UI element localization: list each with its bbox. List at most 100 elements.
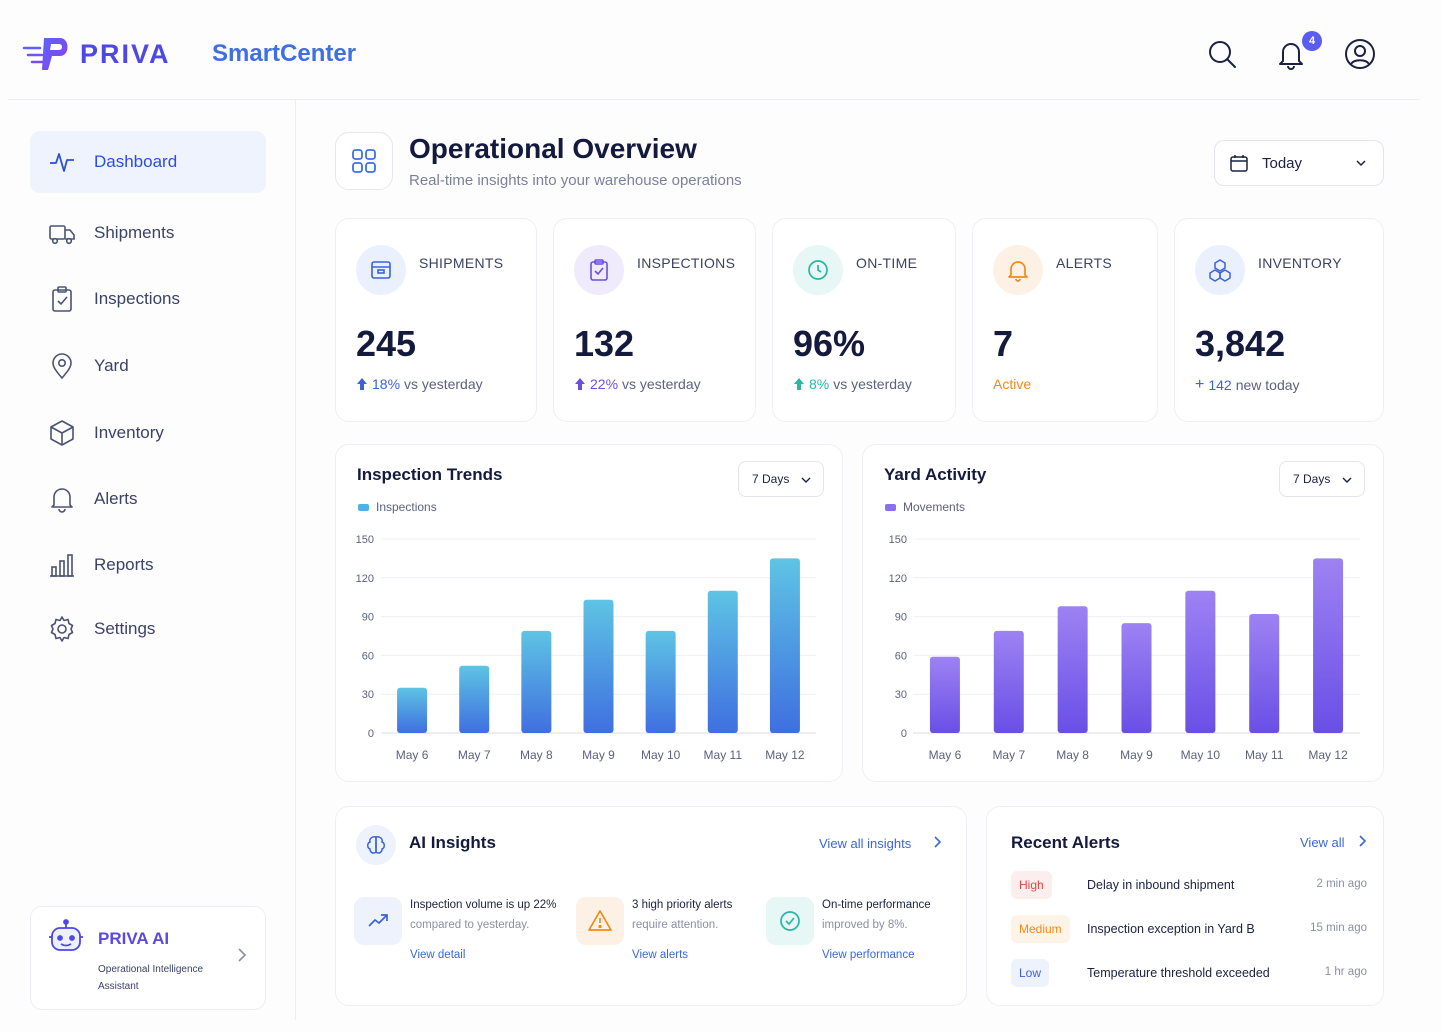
kpi-card-inspections[interactable]: INSPECTIONS 132 22% vs yesterday — [553, 218, 756, 422]
bar[interactable] — [769, 558, 800, 733]
kpi-label: INSPECTIONS — [637, 255, 736, 271]
range-select[interactable]: 7 Days — [738, 461, 824, 497]
alert-row[interactable]: Low Temperature threshold exceeded 1 hr … — [1011, 959, 1367, 989]
sidebar-item-label: Yard — [94, 356, 129, 375]
notification-count-badge: 4 — [1302, 31, 1322, 51]
bar[interactable] — [1057, 606, 1088, 733]
brain-icon — [356, 825, 396, 865]
notification-bell-icon[interactable] — [1275, 38, 1307, 70]
view-all-insights-link[interactable]: View all insights — [819, 836, 912, 851]
chart-legend: Movements — [885, 500, 965, 514]
warning-icon — [576, 897, 624, 945]
kpi-delta: 22% vs yesterday — [574, 376, 701, 392]
calendar-icon — [1230, 155, 1248, 172]
range-select-value: 7 Days — [752, 472, 790, 486]
date-filter-value: Today — [1262, 154, 1303, 172]
range-select[interactable]: 7 Days — [1279, 461, 1365, 497]
sidebar-item-inspections[interactable]: Inspections — [30, 268, 266, 330]
bar[interactable] — [707, 590, 738, 733]
bar[interactable] — [521, 630, 552, 733]
search-icon[interactable] — [1206, 38, 1238, 70]
kpi-delta-value: 18% — [372, 376, 401, 392]
kpi-delta-value: 22% — [590, 376, 619, 392]
y-tick-label: 120 — [356, 573, 374, 585]
y-tick-label: 90 — [895, 612, 907, 624]
sidebar-item-reports[interactable]: Reports — [30, 534, 266, 596]
bar[interactable] — [583, 599, 614, 733]
insight-title: On-time performance — [822, 899, 931, 911]
insight-item[interactable]: 3 high priority alerts require attention… — [576, 897, 782, 987]
bar[interactable] — [1121, 623, 1152, 733]
kpi-card-shipments[interactable]: SHIPMENTS 245 18% vs yesterday — [335, 218, 537, 422]
sidebar-item-alerts[interactable]: Alerts — [30, 468, 266, 530]
alert-time: 15 min ago — [1310, 922, 1367, 934]
x-tick-label: May 12 — [765, 748, 805, 762]
brand-logo[interactable]: PRIVA — [22, 34, 171, 74]
chevron-right-icon[interactable] — [932, 835, 942, 849]
sidebar-item-label: Alerts — [94, 489, 138, 508]
sidebar-item-inventory[interactable]: Inventory — [30, 402, 266, 464]
insight-subtitle: require attention. — [632, 919, 719, 931]
activity-icon — [50, 153, 74, 172]
insight-item[interactable]: Inspection volume is up 22% compared to … — [354, 897, 560, 987]
bar[interactable] — [993, 630, 1024, 733]
app-name: SmartCenter — [212, 40, 357, 67]
recent-alerts-title: Recent Alerts — [1011, 833, 1120, 852]
robot-icon — [49, 919, 83, 951]
bar[interactable] — [459, 665, 490, 733]
bar[interactable] — [397, 687, 428, 733]
date-filter-select[interactable]: Today — [1214, 140, 1384, 186]
arrow-up-icon — [794, 378, 804, 390]
insight-link[interactable]: View performance — [822, 949, 915, 961]
alert-text: Delay in inbound shipment — [1087, 878, 1235, 892]
insight-item[interactable]: On-time performance improved by 8%. View… — [766, 897, 972, 987]
kpi-label: SHIPMENTS — [419, 255, 504, 271]
kpi-card-on-time[interactable]: ON-TIME 96% 8% vs yesterday — [772, 218, 956, 422]
sidebar-item-label: Dashboard — [94, 152, 178, 171]
insight-title: 3 high priority alerts — [632, 899, 733, 911]
priva-ai-assistant-card[interactable]: PRIVA AI Operational Intelligence Assist… — [30, 906, 266, 1010]
sidebar-item-label: Reports — [94, 555, 154, 574]
bar[interactable] — [1313, 558, 1344, 733]
yard-activity-card: Yard Activity Movements 7 Days 0 30 60 90 12… — [862, 444, 1384, 782]
alert-row[interactable]: High Delay in inbound shipment 2 min ago — [1011, 871, 1367, 901]
chevron-down-icon — [801, 477, 811, 483]
recent-alerts-card: Recent Alerts View all High Delay in inb… — [986, 806, 1384, 1006]
bar[interactable] — [1249, 614, 1280, 733]
sidebar-item-shipments[interactable]: Shipments — [30, 202, 266, 264]
bar[interactable] — [1185, 590, 1216, 733]
view-all-alerts-link[interactable]: View all — [1300, 835, 1345, 850]
sidebar-item-yard[interactable]: Yard — [30, 335, 266, 397]
chart-title: Inspection Trends — [357, 465, 503, 484]
inspection-trends-chart: 0 30 60 90 120 150 May 6 May 7 May 8 May 9 May 10 M… — [356, 534, 816, 762]
sidebar-item-dashboard[interactable]: Dashboard — [30, 131, 266, 193]
arrow-up-icon — [357, 378, 367, 390]
y-tick-label: 120 — [889, 573, 907, 585]
kpi-value: 3,842 — [1195, 323, 1286, 364]
clock-icon — [793, 245, 843, 295]
assistant-subtitle: Operational Intelligence Assistant — [98, 964, 204, 992]
bar[interactable] — [645, 630, 676, 733]
sidebar-item-settings[interactable]: Settings — [30, 598, 266, 660]
chart-title: Yard Activity — [884, 465, 987, 484]
kpi-label: ALERTS — [1056, 255, 1113, 271]
bar[interactable] — [929, 656, 960, 733]
clipboard-check-icon — [574, 245, 624, 295]
x-tick-label: May 11 — [704, 748, 743, 762]
kpi-delta-text: vs yesterday — [622, 376, 701, 392]
x-tick-label: May 12 — [1308, 748, 1348, 762]
user-profile-icon[interactable] — [1344, 38, 1376, 70]
chevron-right-icon — [238, 948, 247, 962]
kpi-delta-text: new today — [1235, 377, 1300, 393]
yard-activity-chart: 0 30 60 90 120 150 May 6 May 7 May 8 May 9 May 10 M… — [889, 534, 1360, 762]
insight-link[interactable]: View alerts — [632, 949, 689, 961]
dashboard-grid-icon — [335, 132, 393, 190]
kpi-delta: + 142 new today — [1195, 376, 1300, 394]
insight-link[interactable]: View detail — [410, 949, 466, 961]
chevron-right-icon[interactable] — [1357, 834, 1367, 848]
kpi-label: INVENTORY — [1258, 255, 1342, 271]
bell-icon — [51, 488, 73, 513]
kpi-card-alerts[interactable]: ALERTS 7 Active — [972, 218, 1158, 422]
kpi-card-inventory[interactable]: INVENTORY 3,842 + 142 new today — [1174, 218, 1384, 422]
alert-row[interactable]: Medium Inspection exception in Yard B 15… — [1011, 915, 1367, 945]
